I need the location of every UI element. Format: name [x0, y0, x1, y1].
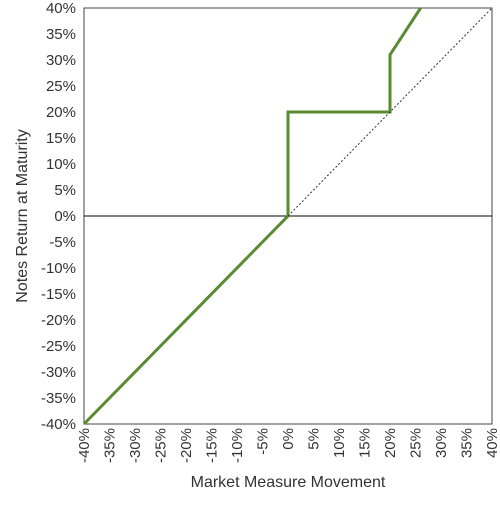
y-tick-label: -5% [49, 234, 76, 251]
x-tick-label: 25% [408, 428, 425, 458]
y-tick-label: 10% [46, 156, 76, 173]
y-tick-label: -25% [41, 338, 76, 355]
x-tick-label: 10% [331, 428, 348, 458]
x-tick-label: -5% [255, 428, 272, 455]
x-tick-label: -10% [229, 428, 246, 463]
x-tick-label: -20% [178, 428, 195, 463]
y-axis-title: Notes Return at Maturity [14, 129, 31, 302]
y-tick-label: 15% [46, 130, 76, 147]
reference-diagonal-line [287, 7, 493, 217]
y-tick-label: -30% [41, 364, 76, 381]
y-tick-label: 0% [54, 208, 76, 225]
x-tick-label: -30% [127, 428, 144, 463]
y-tick-label: -15% [41, 286, 76, 303]
y-axis-tick-labels: 40% 35% 30% 25% 20% 15% 10% 5% 0% -5% -10% -15% -20%… [41, 0, 76, 433]
y-tick-label: 5% [54, 182, 76, 199]
y-tick-label: 25% [46, 78, 76, 95]
x-tick-label: 30% [433, 428, 450, 458]
x-tick-label: 20% [382, 428, 399, 458]
x-axis-tick-labels: -40% -35% -30% -25% -20% -15% -10% -5% 0% 5% 10% 15… [76, 428, 500, 463]
x-tick-label: -15% [204, 428, 221, 463]
notes-return-line [82, 7, 422, 426]
x-tick-label: -35% [102, 428, 119, 463]
x-axis-title: Market Measure Movement [191, 474, 386, 491]
x-tick-label: -40% [76, 428, 93, 463]
y-tick-label: 35% [46, 26, 76, 43]
y-tick-label: -35% [41, 390, 76, 407]
y-tick-label: -20% [41, 312, 76, 329]
x-tick-label: 15% [357, 428, 374, 458]
y-tick-label: 30% [46, 52, 76, 69]
y-tick-label: -10% [41, 260, 76, 277]
y-tick-label: 20% [46, 104, 76, 121]
x-tick-label: 35% [459, 428, 476, 458]
series-lines [82, 7, 493, 426]
x-tick-label: -25% [153, 428, 170, 463]
x-tick-label: 40% [484, 428, 500, 458]
x-tick-label: 5% [306, 428, 323, 450]
y-tick-label: -40% [41, 416, 76, 433]
x-tick-label: 0% [280, 428, 297, 450]
y-tick-label: 40% [46, 0, 76, 17]
